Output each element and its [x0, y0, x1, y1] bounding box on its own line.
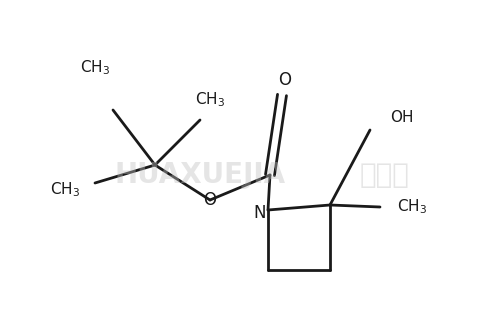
- Text: CH$_3$: CH$_3$: [80, 59, 110, 77]
- Text: 化学加: 化学加: [360, 161, 410, 189]
- Text: CH$_3$: CH$_3$: [195, 91, 225, 109]
- Text: HUAXUEJIA: HUAXUEJIA: [114, 161, 286, 189]
- Text: CH$_3$: CH$_3$: [50, 181, 80, 199]
- Text: O: O: [204, 191, 216, 209]
- Text: N: N: [254, 204, 266, 222]
- Text: O: O: [278, 71, 291, 89]
- Text: OH: OH: [390, 111, 413, 126]
- Text: CH$_3$: CH$_3$: [397, 198, 427, 216]
